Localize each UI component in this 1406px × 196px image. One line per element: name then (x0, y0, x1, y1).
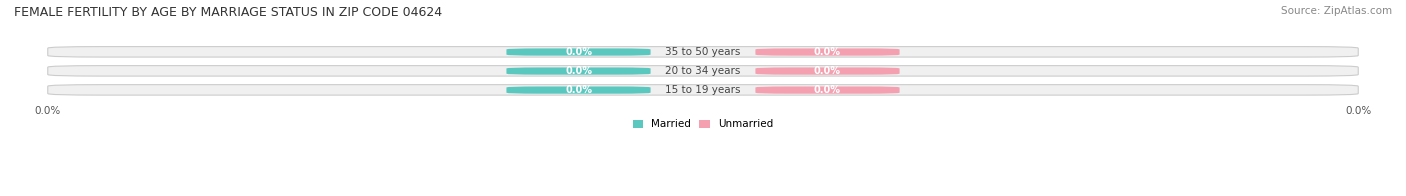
FancyBboxPatch shape (48, 66, 1358, 76)
Text: 0.0%: 0.0% (814, 85, 841, 95)
FancyBboxPatch shape (48, 47, 1358, 57)
Text: 20 to 34 years: 20 to 34 years (665, 66, 741, 76)
Text: 0.0%: 0.0% (565, 47, 592, 57)
FancyBboxPatch shape (506, 86, 651, 94)
FancyBboxPatch shape (755, 86, 900, 94)
Legend: Married, Unmarried: Married, Unmarried (628, 115, 778, 133)
FancyBboxPatch shape (755, 48, 900, 56)
Text: Source: ZipAtlas.com: Source: ZipAtlas.com (1281, 6, 1392, 16)
FancyBboxPatch shape (506, 67, 651, 75)
FancyBboxPatch shape (506, 48, 651, 56)
Text: FEMALE FERTILITY BY AGE BY MARRIAGE STATUS IN ZIP CODE 04624: FEMALE FERTILITY BY AGE BY MARRIAGE STAT… (14, 6, 441, 19)
Text: 0.0%: 0.0% (814, 66, 841, 76)
Text: 35 to 50 years: 35 to 50 years (665, 47, 741, 57)
FancyBboxPatch shape (755, 67, 900, 75)
Text: 0.0%: 0.0% (565, 66, 592, 76)
Text: 0.0%: 0.0% (814, 47, 841, 57)
FancyBboxPatch shape (48, 85, 1358, 95)
Text: 15 to 19 years: 15 to 19 years (665, 85, 741, 95)
Text: 0.0%: 0.0% (565, 85, 592, 95)
